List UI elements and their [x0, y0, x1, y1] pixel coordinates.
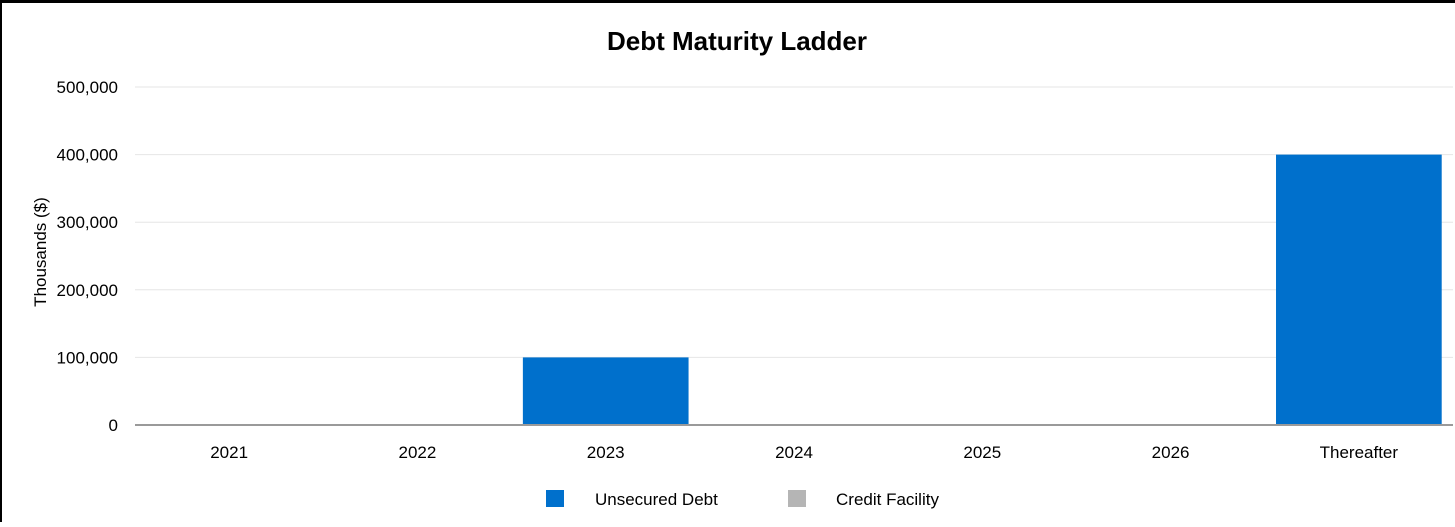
legend-label-credit-facility: Credit Facility	[836, 490, 939, 509]
bar-unsecured-debt-thereafter	[1276, 154, 1442, 425]
y-tick-label: 300,000	[57, 213, 118, 232]
y-tick-label: 200,000	[57, 281, 118, 300]
gridlines	[135, 86, 1453, 358]
y-tick-label: 500,000	[57, 78, 118, 97]
chart-title: Debt Maturity Ladder	[607, 26, 867, 56]
legend: Unsecured Debt Credit Facility	[546, 490, 939, 509]
y-axis-label: Thousands ($)	[31, 197, 50, 307]
x-tick-label: 2021	[210, 443, 248, 462]
legend-swatch-unsecured-debt	[546, 490, 564, 507]
y-tick-label: 100,000	[57, 348, 118, 367]
y-tick-label: 400,000	[57, 146, 118, 165]
x-tick-label: 2025	[963, 443, 1001, 462]
x-tick-label: Thereafter	[1320, 443, 1399, 462]
y-tick-label: 0	[109, 416, 118, 435]
bar-chart: Debt Maturity Ladder Thousands ($) 0 100,…	[31, 26, 1453, 509]
legend-swatch-credit-facility	[788, 490, 806, 507]
legend-label-unsecured-debt: Unsecured Debt	[595, 490, 718, 509]
bar-unsecured-debt-2023	[522, 357, 689, 425]
y-axis-ticks: 0 100,000 200,000 300,000 400,000 500,000	[57, 78, 118, 435]
x-tick-label: 2022	[399, 443, 437, 462]
x-tick-label: 2026	[1152, 443, 1190, 462]
x-tick-label: 2024	[775, 443, 813, 462]
x-axis-ticks: 2021 2022 2023 2024 2025 2026 Thereafter	[210, 443, 1398, 462]
bars	[522, 154, 1442, 425]
x-tick-label: 2023	[587, 443, 625, 462]
